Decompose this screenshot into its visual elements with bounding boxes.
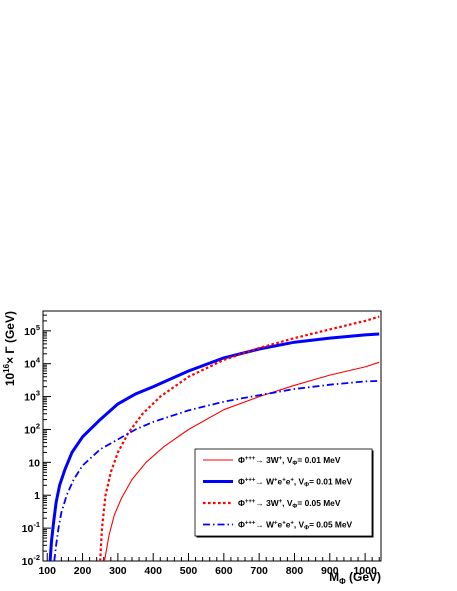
y-tick-label: 1	[34, 490, 40, 502]
legend-text-part: Φ	[292, 504, 297, 510]
y-tick-exponent: 3	[36, 389, 40, 398]
y-tick-label: 10	[28, 457, 40, 469]
legend-text-part: Φ	[304, 483, 309, 489]
y-tick-exponent: 5	[36, 323, 40, 332]
legend-text-part: = 0.05 MeV	[309, 520, 352, 530]
x-axis-title-main: M	[329, 570, 339, 584]
series-line-4	[53, 380, 380, 562]
y-tick-label: 105	[24, 323, 40, 338]
y-axis-title-sup: 16	[2, 363, 11, 372]
y-tick-exponent: -1	[33, 520, 40, 529]
legend-text-part: = 0.01 MeV	[297, 455, 340, 465]
series-line-3	[99, 315, 380, 562]
legend-text-part: , V	[282, 455, 293, 465]
legend-label-3: Φ+++→ 3W+, VΦ= 0.05 MeV	[238, 498, 341, 510]
legend-text-part: Φ	[238, 520, 245, 530]
x-tick-label: 900	[321, 565, 339, 577]
y-tick-label: 10-2	[22, 553, 40, 568]
legend-text-part: → 3W	[255, 498, 278, 508]
y-tick-base: 10	[22, 556, 34, 568]
legend-text-part: e	[286, 477, 291, 487]
legend-label-4: Φ+++→ W+e+e+, VΦ= 0.05 MeV	[238, 520, 353, 532]
axis-labels: MΦ (GeV)1016× Γ (GeV)	[2, 311, 381, 586]
y-axis-title-rest: × Γ (GeV)	[3, 311, 17, 364]
y-tick-exponent: 4	[36, 356, 41, 365]
x-tick-label: 1000	[353, 565, 377, 577]
x-tick-label: 800	[286, 565, 304, 577]
y-tick-base: 10	[24, 359, 36, 371]
legend-text-part: +++	[245, 456, 256, 462]
legend-text-part: e	[286, 520, 291, 530]
y-tick-base: 10	[28, 457, 40, 469]
legend-text-part: +	[279, 499, 283, 505]
legend-text-part: → 3W	[255, 455, 278, 465]
x-tick-label: 300	[109, 565, 127, 577]
y-tick-base: 10	[22, 523, 34, 535]
legend-text-part: , V	[282, 498, 293, 508]
y-tick-label: 10-1	[22, 520, 40, 535]
x-tick-label: 200	[74, 565, 92, 577]
plot-series	[48, 315, 380, 562]
legend-text-part: +	[274, 478, 278, 484]
y-tick-label: 104	[24, 356, 41, 371]
legend-text-part: +++	[245, 499, 256, 505]
legend-text-part: Φ	[238, 477, 245, 487]
legend-box	[194, 448, 373, 537]
x-tick-label: 600	[215, 565, 233, 577]
x-tick-label: 500	[180, 565, 198, 577]
y-axis-title: 1016× Γ (GeV)	[2, 311, 17, 386]
legend-text-part: +	[282, 521, 286, 527]
x-axis-title: MΦ (GeV)	[329, 570, 381, 586]
legend-text-part: = 0.05 MeV	[297, 498, 340, 508]
y-tick-base: 1	[34, 490, 40, 502]
y-tick-base: 10	[24, 326, 36, 338]
series-line-2	[48, 332, 380, 562]
legend-text-part: → W	[255, 520, 274, 530]
x-axis-title-sub: Φ	[339, 577, 346, 586]
axes: 100 200 300 400 500 600 700 800 900 100010-210-11…	[22, 310, 382, 577]
legend-text-part: = 0.01 MeV	[309, 477, 352, 487]
legend-text-part: +++	[245, 478, 256, 484]
legend-text-part: +	[279, 456, 283, 462]
legend-text-part: → W	[255, 477, 274, 487]
y-tick-exponent: 2	[36, 421, 40, 430]
legend-text-part: Φ	[304, 526, 309, 532]
y-tick-exponent: -2	[33, 553, 40, 562]
legend-text-part: , V	[294, 520, 305, 530]
y-tick-base: 10	[24, 392, 36, 404]
legend-text-part: Φ	[238, 455, 245, 465]
legend-text-part: +	[290, 478, 294, 484]
legend-label-1: Φ+++→ 3W+, VΦ= 0.01 MeV	[238, 455, 341, 467]
x-tick-label: 100	[38, 565, 56, 577]
legend-text-part: +++	[245, 521, 256, 527]
series-line-1	[103, 361, 380, 562]
y-tick-base: 10	[24, 424, 36, 436]
legend-text-part: , V	[294, 477, 305, 487]
x-tick-label: 400	[144, 565, 162, 577]
x-axis-title-unit: (GeV)	[346, 570, 381, 584]
legend-text-part: Φ	[292, 461, 297, 467]
legend-label-2: Φ+++→ W+e+e+, VΦ= 0.01 MeV	[238, 477, 353, 489]
plot-frame	[42, 310, 382, 562]
legend-text-part: +	[274, 521, 278, 527]
legend-text-part: Φ	[238, 498, 245, 508]
legend-text-part: e	[278, 520, 283, 530]
legend-text-part: +	[282, 478, 286, 484]
legend-text-part: +	[290, 521, 294, 527]
y-tick-label: 102	[24, 421, 40, 436]
x-tick-label: 700	[250, 565, 268, 577]
y-tick-label: 103	[24, 389, 40, 404]
y-axis-title-prefix: 10	[3, 372, 17, 386]
legend-text-part: e	[278, 477, 283, 487]
